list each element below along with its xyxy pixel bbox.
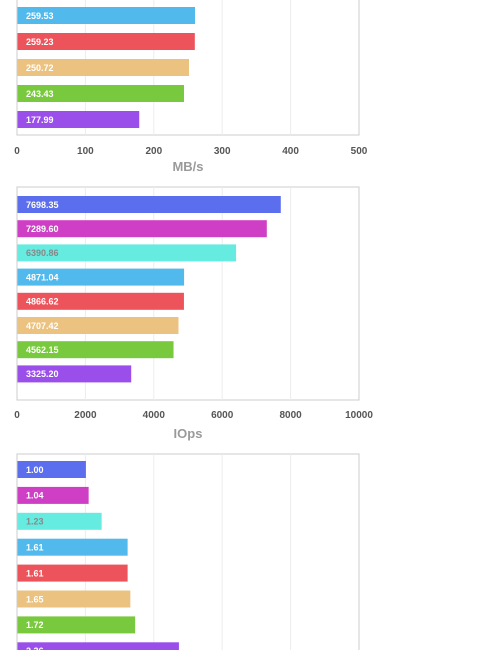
bar xyxy=(17,365,132,383)
x-tick-label: 6000 xyxy=(211,410,234,421)
bar xyxy=(17,642,179,650)
bar xyxy=(17,111,140,128)
bar-value-label: 4707.42 xyxy=(26,321,59,331)
bar xyxy=(17,341,174,359)
bar xyxy=(17,196,281,213)
bar xyxy=(17,590,131,608)
bar-value-label: 250.72 xyxy=(26,63,54,73)
chart-panel-1: 259.53 259.23 250.72 243.43 177.99 0 100 200 300… xyxy=(14,0,368,174)
bar-value-label: 1.61 xyxy=(26,543,44,553)
bar-value-label: 1.00 xyxy=(26,465,44,475)
bar-value-label: 7289.60 xyxy=(26,224,59,234)
bar xyxy=(17,7,196,24)
bar-value-label: 259.53 xyxy=(26,11,54,21)
bar xyxy=(17,512,102,530)
x-tick-label: 10000 xyxy=(345,410,373,421)
x-tick-label: 100 xyxy=(77,146,94,157)
x-tick-label: 200 xyxy=(145,146,162,157)
x-tick-label: 0 xyxy=(14,410,20,421)
bar xyxy=(17,220,267,238)
bar-value-label: 4871.04 xyxy=(26,272,59,282)
bar xyxy=(17,564,128,582)
bar-value-label: 4562.15 xyxy=(26,345,59,355)
bar-value-label: 1.04 xyxy=(26,491,44,501)
chart-panel-3: 1.00 1.04 1.23 1.61 1.61 1.65 1.72 2.36 xyxy=(16,453,360,650)
chart-panel-2: 7698.35 7289.60 6390.86 4871.04 4866.62 4707.… xyxy=(14,186,373,441)
bar xyxy=(17,486,89,504)
x-axis-title: MB/s xyxy=(172,159,203,174)
bar-value-label: 1.72 xyxy=(26,620,44,630)
x-tick-label: 0 xyxy=(14,146,20,157)
bar xyxy=(17,317,179,334)
x-tick-label: 4000 xyxy=(143,410,166,421)
bar-value-label: 2.36 xyxy=(26,646,44,650)
bar xyxy=(17,616,136,634)
bar xyxy=(17,33,195,50)
bar-value-label: 3325.20 xyxy=(26,369,59,379)
bar xyxy=(17,292,184,310)
bar xyxy=(17,244,237,262)
bar-value-label: 1.61 xyxy=(26,568,44,578)
bar-value-label: 177.99 xyxy=(26,115,54,125)
bar-value-label: 259.23 xyxy=(26,37,54,47)
bar-value-label: 7698.35 xyxy=(26,200,59,210)
x-tick-label: 300 xyxy=(214,146,231,157)
bar-value-label: 6390.86 xyxy=(26,248,59,258)
x-tick-label: 8000 xyxy=(279,410,302,421)
x-axis-title: IOps xyxy=(174,426,203,441)
bar-value-label: 243.43 xyxy=(26,89,54,99)
bar xyxy=(17,461,86,478)
bar xyxy=(17,85,185,102)
x-tick-label: 400 xyxy=(282,146,299,157)
bar-value-label: 4866.62 xyxy=(26,297,59,307)
bar-value-label: 1.23 xyxy=(26,517,44,527)
bar xyxy=(17,538,128,556)
bar xyxy=(17,268,185,286)
bar xyxy=(17,59,189,76)
bar-value-label: 1.65 xyxy=(26,594,44,604)
x-tick-label: 2000 xyxy=(74,410,97,421)
x-tick-label: 500 xyxy=(351,146,368,157)
